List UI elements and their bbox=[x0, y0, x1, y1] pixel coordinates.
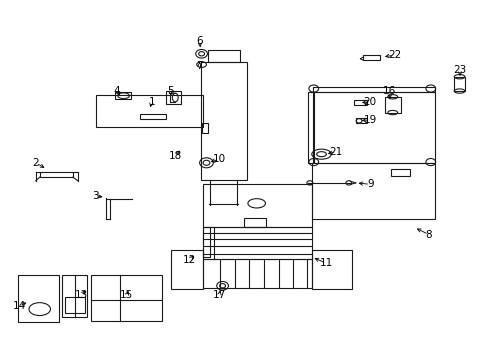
Text: 8: 8 bbox=[425, 230, 431, 239]
Text: 19: 19 bbox=[363, 115, 376, 125]
Text: 2: 2 bbox=[32, 158, 39, 168]
Text: 14: 14 bbox=[13, 301, 26, 311]
Text: 20: 20 bbox=[363, 97, 376, 107]
Text: 13: 13 bbox=[74, 291, 87, 301]
Text: 22: 22 bbox=[387, 50, 401, 60]
Text: 12: 12 bbox=[183, 255, 196, 265]
Text: 16: 16 bbox=[383, 86, 396, 96]
Text: 10: 10 bbox=[212, 154, 225, 164]
Text: 21: 21 bbox=[329, 147, 342, 157]
Text: 7: 7 bbox=[196, 61, 203, 71]
Text: 11: 11 bbox=[319, 258, 332, 268]
Text: 18: 18 bbox=[168, 150, 182, 161]
Text: 9: 9 bbox=[366, 179, 373, 189]
Text: 15: 15 bbox=[120, 291, 133, 301]
Text: 5: 5 bbox=[167, 86, 173, 96]
Text: 6: 6 bbox=[196, 36, 203, 46]
Text: 17: 17 bbox=[212, 291, 225, 301]
Text: 1: 1 bbox=[148, 97, 155, 107]
Text: 4: 4 bbox=[113, 86, 120, 96]
Text: 23: 23 bbox=[452, 64, 466, 75]
Text: 3: 3 bbox=[92, 191, 99, 201]
